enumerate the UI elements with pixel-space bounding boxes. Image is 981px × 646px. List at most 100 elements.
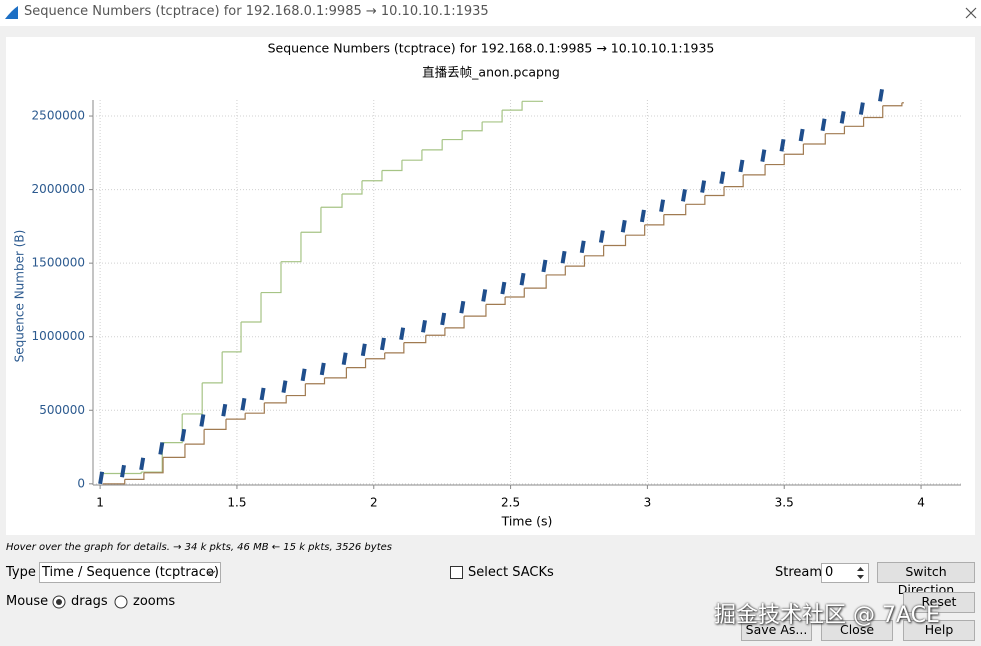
zooms-radio[interactable] bbox=[114, 595, 128, 609]
segment-mark bbox=[541, 259, 548, 273]
step-segment bbox=[784, 143, 804, 155]
step-segment bbox=[644, 214, 665, 226]
step-segment bbox=[502, 101, 523, 111]
segment-mark bbox=[281, 380, 288, 393]
x-axis-label: Time (s) bbox=[501, 514, 553, 529]
segment-mark bbox=[120, 464, 126, 478]
step-segment bbox=[184, 429, 205, 445]
spin-arrows[interactable] bbox=[854, 565, 867, 581]
segment-mark bbox=[98, 471, 105, 485]
step-segment bbox=[384, 342, 405, 354]
y-tick-label: 1000000 bbox=[32, 329, 85, 343]
segment-mark bbox=[560, 250, 567, 264]
step-segment bbox=[261, 261, 282, 294]
step-segment bbox=[625, 224, 646, 236]
step-segment bbox=[485, 296, 506, 305]
step-segment bbox=[102, 479, 126, 485]
step-segment bbox=[505, 288, 525, 298]
type-select[interactable]: Time / Sequence (tcptrace) bbox=[39, 562, 221, 583]
segment-mark bbox=[421, 319, 427, 333]
window-title: Sequence Numbers (tcptrace) for 192.168.… bbox=[24, 4, 489, 19]
step-segment bbox=[882, 102, 903, 107]
segment-mark bbox=[319, 362, 326, 376]
segment-mark bbox=[519, 272, 526, 286]
segment-mark bbox=[379, 337, 386, 351]
y-axis-label: Sequence Number (B) bbox=[13, 230, 27, 363]
step-segment bbox=[442, 130, 463, 141]
step-segment bbox=[524, 274, 547, 289]
step-segment bbox=[342, 180, 363, 195]
chart-title: Sequence Numbers (tcptrace) for 192.168.… bbox=[268, 41, 715, 56]
step-segment bbox=[143, 457, 164, 474]
sacks-checkbox[interactable] bbox=[450, 566, 463, 579]
segment-mark bbox=[399, 327, 406, 340]
step-segment bbox=[401, 149, 423, 161]
step-segment bbox=[241, 292, 262, 323]
step-segment bbox=[163, 444, 186, 458]
stream-value: 0 bbox=[825, 565, 834, 580]
save-as-button[interactable]: Save As... bbox=[741, 620, 812, 641]
step-segment bbox=[844, 117, 865, 127]
segment-mark bbox=[221, 403, 228, 417]
step-segment bbox=[320, 194, 343, 208]
drags-radio[interactable] bbox=[52, 595, 66, 609]
segment-mark bbox=[259, 387, 266, 401]
step-segment bbox=[425, 327, 446, 336]
segment-mark bbox=[719, 171, 726, 185]
step-segment bbox=[365, 352, 386, 360]
step-segment bbox=[280, 232, 302, 263]
mouse-label: Mouse bbox=[6, 594, 49, 609]
stream-spinbox[interactable]: 0 bbox=[821, 563, 869, 583]
segment-mark bbox=[180, 428, 187, 442]
step-segment bbox=[704, 186, 725, 197]
segment-mark bbox=[158, 442, 165, 455]
step-segment bbox=[565, 255, 586, 267]
y-tick-label: 2000000 bbox=[32, 182, 85, 196]
reset-button[interactable]: Reset bbox=[903, 592, 975, 613]
step-segment bbox=[685, 195, 706, 205]
segment-mark bbox=[139, 457, 146, 471]
step-segment bbox=[264, 395, 287, 404]
x-tick-label: 4 bbox=[917, 496, 925, 510]
step-segment bbox=[462, 121, 483, 132]
segment-mark bbox=[360, 343, 367, 357]
segment-mark bbox=[598, 230, 605, 243]
close-icon[interactable] bbox=[964, 6, 978, 20]
y-tick-label: 0 bbox=[77, 476, 85, 490]
step-segment bbox=[421, 139, 443, 151]
step-segment bbox=[663, 204, 687, 216]
sacks-label: Select SACKs bbox=[468, 565, 554, 580]
type-select-value: Time / Sequence (tcptrace) bbox=[42, 565, 219, 580]
segment-mark bbox=[440, 312, 447, 326]
step-segment bbox=[222, 321, 242, 353]
step-segment bbox=[182, 382, 203, 415]
step-segment bbox=[162, 413, 183, 444]
step-segment bbox=[361, 170, 383, 182]
close-button[interactable]: Close bbox=[821, 620, 893, 641]
segment-mark bbox=[760, 149, 767, 162]
step-segment bbox=[124, 472, 145, 481]
app-icon bbox=[5, 6, 18, 19]
help-button[interactable]: Help bbox=[903, 620, 975, 641]
x-tick-label: 2.5 bbox=[501, 496, 520, 510]
segment-mark bbox=[878, 88, 884, 102]
y-tick-label: 500000 bbox=[39, 403, 85, 417]
watermark: 掘金技术社区 @ 7ACE bbox=[714, 603, 940, 628]
chart: Sequence Numbers (tcptrace) for 192.168.… bbox=[6, 37, 975, 535]
step-segment bbox=[603, 235, 627, 247]
x-tick-label: 3 bbox=[644, 496, 652, 510]
step-segment bbox=[204, 419, 227, 430]
segment-mark bbox=[481, 289, 488, 302]
segment-mark bbox=[779, 139, 786, 152]
step-segment bbox=[482, 110, 503, 123]
status-text: Hover over the graph for details. → 34 k… bbox=[6, 542, 392, 553]
segment-mark bbox=[858, 102, 865, 115]
title-bar: Sequence Numbers (tcptrace) for 192.168.… bbox=[0, 0, 981, 26]
y-tick-label: 1500000 bbox=[32, 256, 85, 270]
switch-direction-button[interactable]: Switch Direction bbox=[877, 562, 975, 597]
step-segment bbox=[100, 472, 142, 475]
step-segment bbox=[202, 351, 223, 384]
dropdown-arrow bbox=[206, 570, 216, 576]
step-segment bbox=[346, 358, 367, 369]
y-tick-label: 2500000 bbox=[32, 109, 85, 123]
